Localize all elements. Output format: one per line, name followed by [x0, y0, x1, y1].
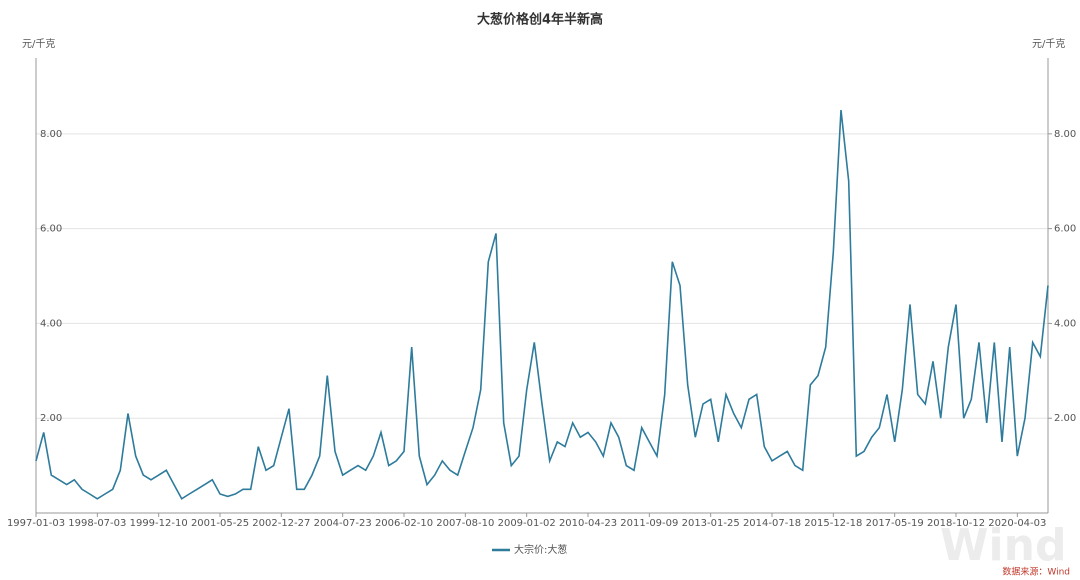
x-tick-label: 2006-02-10 — [375, 518, 433, 529]
x-tick-label: 2015-12-18 — [804, 518, 862, 529]
x-tick-label: 2020-04-03 — [988, 518, 1046, 529]
y2-tick-label: 4.00 — [1054, 318, 1076, 329]
legend-label: 大宗价:大葱 — [514, 543, 567, 556]
y-tick-label: 4.00 — [40, 318, 62, 329]
y2-tick-label: 2.00 — [1054, 413, 1076, 424]
y-axis-unit: 元/千克 — [22, 38, 55, 50]
y2-tick-label: 8.00 — [1054, 129, 1076, 140]
x-tick-label: 1999-12-10 — [130, 518, 188, 529]
y2-axis-unit: 元/千克 — [1032, 38, 1065, 50]
x-tick-label: 2002-12-27 — [252, 518, 310, 529]
source: 数据来源：Wind — [1002, 566, 1070, 578]
x-tick-label: 1998-07-03 — [68, 518, 126, 529]
x-tick-label: 1997-01-03 — [7, 518, 65, 529]
line-series — [35, 110, 1049, 500]
y-tick-label: 8.00 — [40, 129, 62, 140]
x-tick-label: 2009-01-02 — [498, 518, 556, 529]
x-tick-label: 2014-07-18 — [743, 518, 801, 529]
x-tick-label: 2018-10-12 — [927, 518, 985, 529]
x-tick-label: 2004-07-23 — [314, 518, 372, 529]
x-tick-label: 2001-05-25 — [191, 518, 249, 529]
chart-title: 大葱价格创4年半新高 — [477, 12, 603, 28]
x-tick-label: 2017-05-19 — [866, 518, 924, 529]
x-tick-label: 2013-01-25 — [682, 518, 740, 529]
x-tick-label: 2011-09-09 — [620, 518, 678, 529]
x-tick-label: 2007-08-10 — [436, 518, 494, 529]
x-tick-label: 2010-04-23 — [559, 518, 617, 529]
y2-tick-label: 6.00 — [1054, 224, 1076, 235]
y-tick-label: 2.00 — [40, 413, 62, 424]
watermark: Wind — [940, 520, 1066, 571]
y-tick-label: 6.00 — [40, 224, 62, 235]
